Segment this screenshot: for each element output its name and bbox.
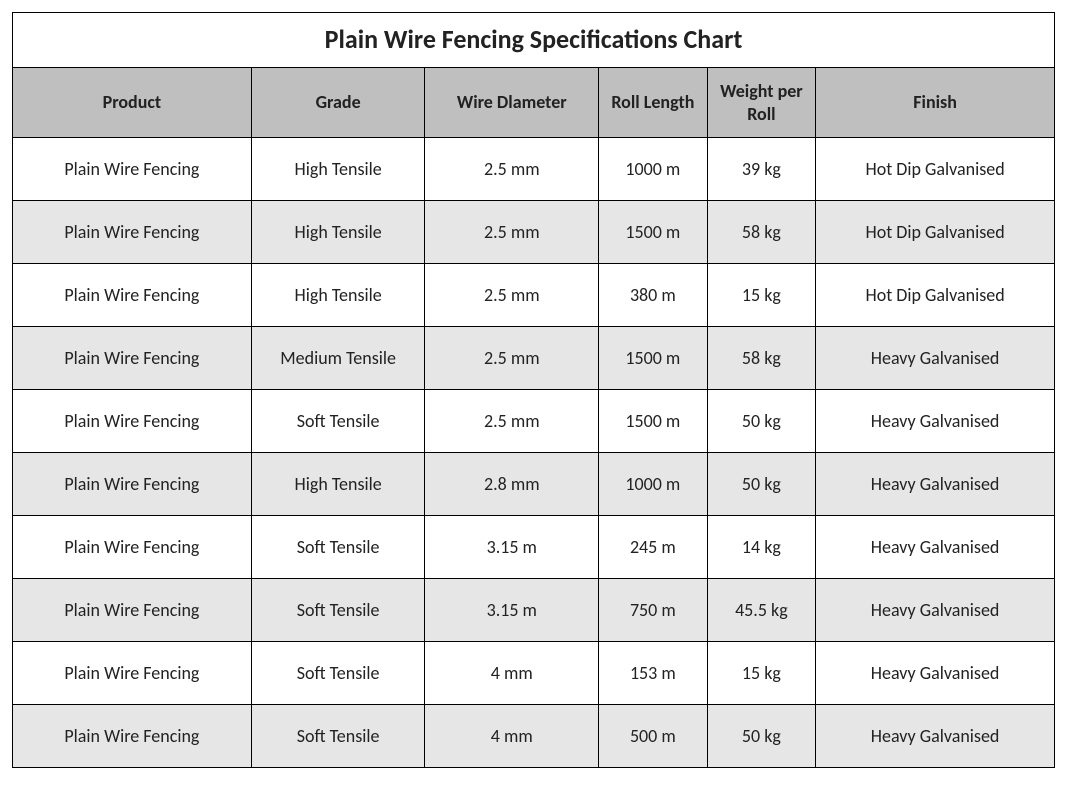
cell-grade: Soft Tensile (251, 579, 425, 642)
col-grade: Grade (251, 68, 425, 138)
table-row: Plain Wire Fencing High Tensile 2.5 mm 3… (13, 264, 1055, 327)
cell-product: Plain Wire Fencing (13, 201, 252, 264)
cell-product: Plain Wire Fencing (13, 390, 252, 453)
cell-diameter: 2.5 mm (425, 201, 599, 264)
cell-diameter: 2.8 mm (425, 453, 599, 516)
cell-length: 1500 m (599, 390, 708, 453)
cell-grade: High Tensile (251, 453, 425, 516)
cell-finish: Heavy Galvanised (816, 579, 1055, 642)
cell-weight: 58 kg (707, 201, 816, 264)
cell-grade: Soft Tensile (251, 705, 425, 768)
spec-table-body: Plain Wire Fencing High Tensile 2.5 mm 1… (13, 138, 1055, 768)
column-header-row: Product Grade Wire Dlameter Roll Length … (13, 68, 1055, 138)
cell-finish: Heavy Galvanised (816, 453, 1055, 516)
cell-weight: 50 kg (707, 390, 816, 453)
cell-diameter: 2.5 mm (425, 327, 599, 390)
cell-product: Plain Wire Fencing (13, 138, 252, 201)
table-row: Plain Wire Fencing High Tensile 2.8 mm 1… (13, 453, 1055, 516)
table-row: Plain Wire Fencing High Tensile 2.5 mm 1… (13, 201, 1055, 264)
cell-product: Plain Wire Fencing (13, 453, 252, 516)
cell-diameter: 3.15 m (425, 516, 599, 579)
cell-finish: Hot Dip Galvanised (816, 264, 1055, 327)
table-row: Plain Wire Fencing Soft Tensile 4 mm 153… (13, 642, 1055, 705)
cell-length: 1000 m (599, 138, 708, 201)
cell-weight: 50 kg (707, 453, 816, 516)
cell-length: 153 m (599, 642, 708, 705)
cell-weight: 58 kg (707, 327, 816, 390)
cell-weight: 39 kg (707, 138, 816, 201)
cell-grade: Soft Tensile (251, 642, 425, 705)
col-product: Product (13, 68, 252, 138)
cell-product: Plain Wire Fencing (13, 264, 252, 327)
spec-table-container: Plain Wire Fencing Specifications Chart … (12, 12, 1055, 768)
cell-diameter: 4 mm (425, 642, 599, 705)
cell-diameter: 2.5 mm (425, 390, 599, 453)
cell-grade: High Tensile (251, 201, 425, 264)
cell-weight: 45.5 kg (707, 579, 816, 642)
table-row: Plain Wire Fencing Soft Tensile 4 mm 500… (13, 705, 1055, 768)
cell-product: Plain Wire Fencing (13, 579, 252, 642)
col-diameter: Wire Dlameter (425, 68, 599, 138)
table-row: Plain Wire Fencing Soft Tensile 3.15 m 2… (13, 516, 1055, 579)
cell-weight: 15 kg (707, 642, 816, 705)
cell-finish: Heavy Galvanised (816, 390, 1055, 453)
cell-length: 750 m (599, 579, 708, 642)
cell-grade: High Tensile (251, 138, 425, 201)
cell-length: 1500 m (599, 201, 708, 264)
cell-finish: Hot Dip Galvanised (816, 201, 1055, 264)
table-row: Plain Wire Fencing Soft Tensile 2.5 mm 1… (13, 390, 1055, 453)
spec-table: Plain Wire Fencing Specifications Chart … (12, 12, 1055, 768)
cell-product: Plain Wire Fencing (13, 327, 252, 390)
cell-diameter: 3.15 m (425, 579, 599, 642)
cell-product: Plain Wire Fencing (13, 516, 252, 579)
cell-grade: Soft Tensile (251, 390, 425, 453)
cell-grade: Medium Tensile (251, 327, 425, 390)
cell-finish: Heavy Galvanised (816, 642, 1055, 705)
cell-product: Plain Wire Fencing (13, 642, 252, 705)
cell-finish: Heavy Galvanised (816, 705, 1055, 768)
cell-length: 1000 m (599, 453, 708, 516)
cell-diameter: 2.5 mm (425, 138, 599, 201)
cell-finish: Heavy Galvanised (816, 327, 1055, 390)
cell-diameter: 2.5 mm (425, 264, 599, 327)
cell-length: 245 m (599, 516, 708, 579)
cell-finish: Hot Dip Galvanised (816, 138, 1055, 201)
cell-length: 1500 m (599, 327, 708, 390)
cell-diameter: 4 mm (425, 705, 599, 768)
cell-weight: 15 kg (707, 264, 816, 327)
cell-grade: High Tensile (251, 264, 425, 327)
cell-weight: 14 kg (707, 516, 816, 579)
table-title: Plain Wire Fencing Specifications Chart (13, 13, 1055, 68)
table-row: Plain Wire Fencing Medium Tensile 2.5 mm… (13, 327, 1055, 390)
col-weight: Weight per Roll (707, 68, 816, 138)
table-row: Plain Wire Fencing Soft Tensile 3.15 m 7… (13, 579, 1055, 642)
col-length: Roll Length (599, 68, 708, 138)
cell-grade: Soft Tensile (251, 516, 425, 579)
cell-finish: Heavy Galvanised (816, 516, 1055, 579)
table-row: Plain Wire Fencing High Tensile 2.5 mm 1… (13, 138, 1055, 201)
cell-length: 380 m (599, 264, 708, 327)
col-finish: Finish (816, 68, 1055, 138)
cell-weight: 50 kg (707, 705, 816, 768)
cell-product: Plain Wire Fencing (13, 705, 252, 768)
cell-length: 500 m (599, 705, 708, 768)
